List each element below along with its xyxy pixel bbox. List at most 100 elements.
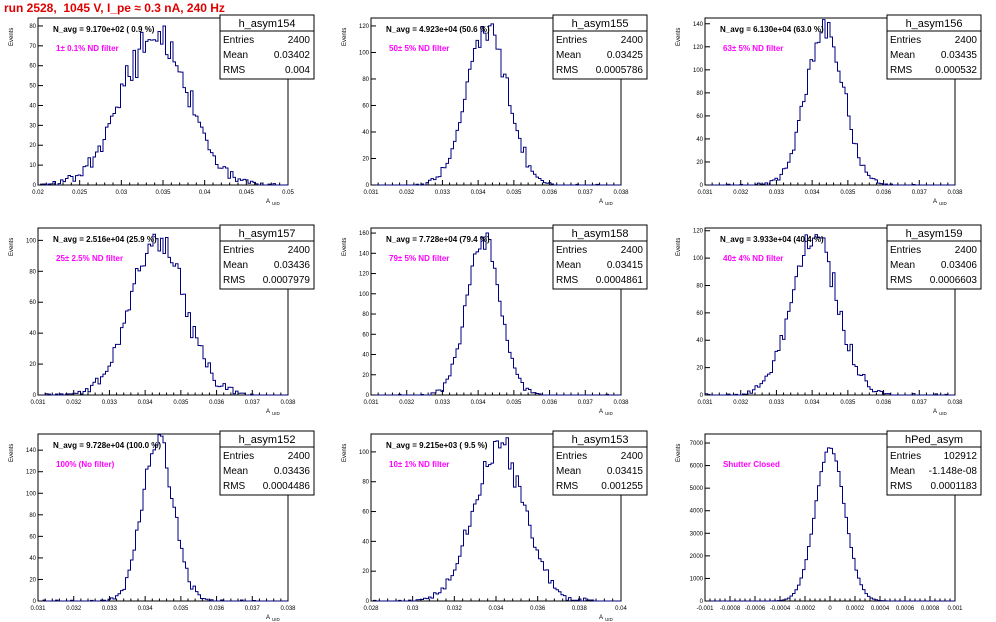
x-tick-label: 0.036 (542, 190, 558, 196)
stats-label: Mean (223, 466, 248, 477)
x-tick-label: 0.033 (435, 400, 451, 406)
stats-box (552, 224, 648, 290)
y-tick-label: 1000 (690, 576, 704, 582)
y-axis-title: Events (9, 238, 15, 256)
stats-box (886, 14, 982, 80)
x-tick-label: 0.036 (876, 190, 892, 196)
x-tick-label: 0.032 (66, 606, 82, 612)
x-tick-label: 0.0002 (846, 606, 865, 612)
stats-label: Mean (556, 466, 581, 477)
stats-value: 0.0004861 (596, 275, 644, 286)
y-tick-label: 60 (29, 300, 36, 306)
y-tick-label: 40 (696, 137, 703, 143)
x-tick-label: 0.034 (138, 606, 154, 612)
x-tick-label: 0.038 (947, 400, 963, 406)
y-tick-label: 80 (29, 513, 36, 519)
y-tick-label: 80 (696, 91, 703, 97)
y-tick-label: 80 (29, 24, 36, 30)
x-tick-label: 0.033 (435, 190, 451, 196)
y-tick-label: 5000 (690, 486, 704, 492)
stats-label: Mean (223, 260, 248, 271)
x-tick-label: 0.032 (399, 400, 415, 406)
n-avg-label: N_avg = 7.728e+04 (79.4 %) (386, 235, 490, 244)
x-tick-label: 0.036 (876, 400, 892, 406)
stats-label: Entries (556, 245, 587, 256)
stats-label: Entries (556, 451, 587, 462)
stats-value: 2400 (621, 245, 644, 256)
x-tick-label: 0.032 (399, 190, 415, 196)
stats-value: 0.004 (285, 65, 310, 76)
y-tick-label: 10 (29, 163, 36, 169)
y-tick-label: 30 (29, 123, 36, 129)
plot-frame (704, 227, 956, 396)
y-tick-label: 60 (362, 510, 369, 516)
stats-value: 2400 (621, 35, 644, 46)
stats-label: RMS (556, 275, 579, 286)
x-tick-label: 0.036 (542, 400, 558, 406)
stats-label: RMS (890, 481, 913, 492)
y-tick-label: 100 (359, 292, 370, 298)
stats-label: Mean (223, 50, 248, 61)
histogram-name: h_asym152 (239, 434, 296, 446)
stats-value: 0.0001183 (930, 481, 977, 492)
x-tick-label: 0.031 (697, 190, 713, 196)
filter-label: 63± 5% ND filter (723, 44, 783, 53)
x-axis-title-subscript: UID (939, 201, 948, 206)
x-tick-label: 0.034 (471, 190, 487, 196)
y-tick-label: 20 (696, 366, 703, 372)
stats-label: RMS (890, 275, 913, 286)
y-tick-label: 100 (693, 68, 704, 74)
y-tick-label: 4000 (690, 509, 704, 515)
y-tick-label: 80 (362, 480, 369, 486)
y-tick-label: 20 (362, 156, 369, 162)
stats-value: 0.03402 (274, 50, 311, 61)
n-avg-label: N_avg = 9.215e+03 ( 9.5 %) (386, 441, 488, 450)
x-tick-label: 0.036 (530, 606, 546, 612)
x-tick-label: 0.031 (30, 400, 46, 406)
x-tick-label: 0.035 (155, 190, 171, 196)
y-tick-label: 7000 (690, 441, 704, 447)
filter-label: 50± 5% ND filter (389, 44, 449, 53)
x-axis-title: A (599, 199, 603, 205)
x-axis-title: A (266, 615, 270, 621)
y-tick-label: 20 (362, 373, 369, 379)
x-tick-label: 0.033 (769, 400, 785, 406)
y-tick-label: 60 (29, 64, 36, 70)
x-tick-label: 0.045 (239, 190, 255, 196)
y-tick-label: 0 (700, 183, 704, 189)
stats-value: -1.148e-08 (929, 466, 978, 477)
y-tick-label: 2000 (690, 554, 704, 560)
x-axis-title-subscript: UID (605, 201, 614, 206)
y-tick-label: 100 (693, 256, 704, 262)
y-axis-title: Events (676, 444, 682, 462)
plot-frame (370, 227, 622, 396)
stats-label: RMS (556, 65, 579, 76)
x-tick-label: 0.025 (72, 190, 88, 196)
y-tick-label: 100 (359, 450, 370, 456)
stats-value: 0.03436 (274, 466, 311, 477)
x-tick-label: 0.034 (805, 190, 821, 196)
x-tick-label: 0.038 (280, 606, 296, 612)
y-tick-label: 0 (33, 183, 37, 189)
y-tick-label: 60 (362, 103, 369, 109)
y-tick-label: 160 (359, 231, 370, 237)
histogram-series (38, 233, 288, 396)
y-tick-label: 0 (700, 599, 704, 605)
y-tick-label: 0 (700, 393, 704, 399)
y-tick-label: 100 (359, 50, 370, 56)
y-tick-label: 70 (29, 44, 36, 50)
x-tick-label: 0.035 (506, 190, 522, 196)
n-avg-label: N_avg = 3.933e+04 (40.4 %) (720, 235, 824, 244)
stats-label: RMS (223, 65, 246, 76)
x-tick-label: 0.03 (115, 190, 127, 196)
stats-value: 2400 (288, 245, 311, 256)
y-tick-label: 3000 (690, 531, 704, 537)
stats-value: 0.03425 (607, 50, 644, 61)
x-axis-title: A (599, 409, 603, 415)
stats-label: Entries (223, 245, 254, 256)
x-tick-label: 0.04 (199, 190, 211, 196)
y-axis-title: Events (676, 28, 682, 46)
stats-label: Entries (223, 35, 254, 46)
x-tick-label: 0.031 (30, 606, 46, 612)
y-tick-label: 80 (362, 77, 369, 83)
